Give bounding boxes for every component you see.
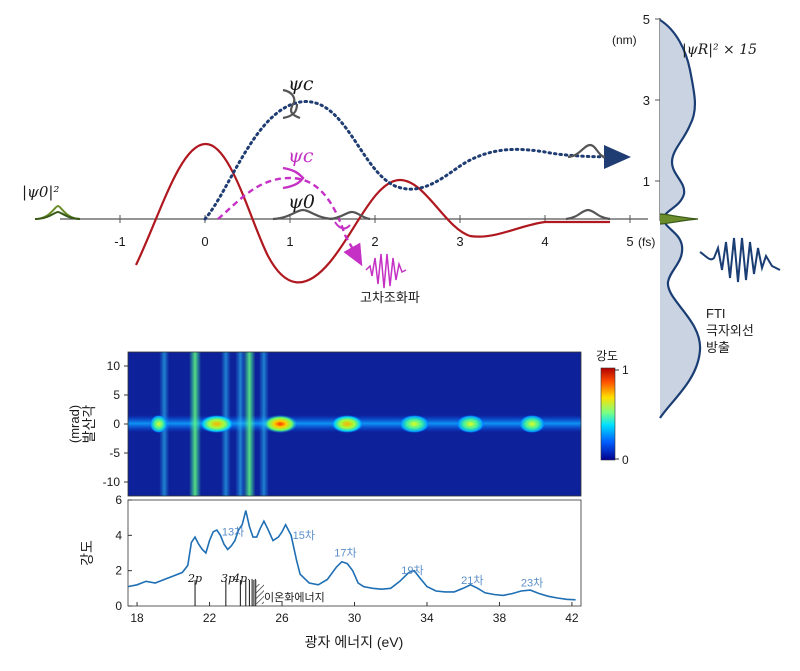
ionization-energy-label: 이온화에너지 (264, 591, 325, 604)
time-tick-label: -1 (114, 234, 126, 249)
psi0-wavepacket-2 (329, 210, 371, 221)
harmonic-label: 19차 (401, 564, 423, 577)
harmonic-spot (519, 415, 546, 433)
spectrogram-y-tick-label: 0 (113, 417, 120, 431)
x-tick-label: 22 (203, 611, 217, 625)
level-label-ellipsis: ··· (247, 574, 257, 585)
psi0-squared-label: |ψ0|² (22, 183, 59, 201)
colorbar: 강도 1 0 (596, 349, 629, 467)
harmonic-label: 13차 (222, 525, 244, 538)
chart-ticks: 18 22 26 30 34 38 42 0 2 4 6 (115, 493, 579, 625)
radial-tick-label: 5 (643, 12, 650, 27)
psi-c-label-upper: ψc (288, 73, 314, 95)
fti-label-1: FTI (706, 306, 726, 321)
fti-pulse (699, 237, 781, 283)
time-tick-label: 4 (541, 234, 548, 249)
harmonic-spot (399, 415, 430, 433)
time-tick-label: 0 (201, 234, 208, 249)
radial-unit-label: (nm) (612, 33, 637, 47)
y-tick-label: 2 (115, 564, 122, 578)
psi-r-density-curve (659, 19, 702, 419)
colorbar-title: 강도 (596, 349, 618, 363)
time-unit-label: (fs) (638, 235, 655, 249)
harmonic-spot (331, 415, 364, 433)
recombination-trajectory (217, 176, 363, 267)
hhg-label: 고차조화파 (360, 290, 420, 305)
ground-state-density-right (659, 213, 699, 225)
harmonic-label: 21차 (461, 574, 483, 587)
harmonic-label: 15차 (293, 529, 315, 542)
ionization-hatch (256, 584, 264, 604)
y-tick-label: 0 (115, 599, 122, 613)
colorbar-min-label: 0 (622, 453, 629, 467)
spectrogram-panel: 10 5 0 -5 -10 발산각 (mrad) (67, 351, 582, 497)
chart-annotations: 13차 15차 17차 19차 21차 23차 (222, 525, 543, 589)
x-tick-label: 34 (420, 611, 434, 625)
spectrogram-y-label: 발산각 (81, 405, 97, 444)
spectrogram-features (149, 352, 546, 496)
psi-c-wavepacket-lower (282, 166, 305, 190)
radial-density-panel: 5 3 1 (nm) |ψR|² × 15 (612, 12, 757, 419)
x-tick-label: 30 (348, 611, 362, 625)
harmonic-spot (263, 415, 298, 433)
chart-x-label: 광자 에너지 (eV) (305, 634, 404, 650)
level-label-3p: 3p (221, 572, 235, 585)
time-tick-label: 2 (371, 234, 378, 249)
harmonic-label: 17차 (334, 547, 356, 560)
time-tick-label: 3 (456, 234, 463, 249)
spectrogram-y-tick-label: -10 (103, 475, 121, 489)
harmonic-spot (456, 415, 485, 433)
spectrogram-y-tick-label: -5 (109, 446, 120, 460)
time-tick-label: 5 (626, 234, 633, 249)
final-wavepacket-axis (565, 208, 611, 221)
harmonic-spot (199, 415, 234, 433)
colorbar-max-label: 1 (622, 363, 629, 377)
chart-y-label: 강도 (79, 540, 95, 566)
psi-r-density-fill (660, 20, 701, 418)
radial-tick-label: 3 (643, 93, 650, 108)
y-tick-label: 4 (115, 528, 122, 542)
harmonic-spot (149, 415, 168, 433)
time-axis: -1 0 1 2 3 4 5 (fs) (60, 215, 655, 249)
y-tick-label: 6 (115, 493, 122, 507)
x-tick-label: 38 (493, 611, 507, 625)
final-wavepacket-mid (567, 143, 606, 159)
recombination-burst (334, 221, 351, 230)
fti-label-3: 방출 (706, 340, 730, 355)
fti-label-2: 극자외선 (706, 323, 754, 338)
electron-trajectory-dotted (203, 100, 631, 221)
time-tick-label: 1 (286, 234, 293, 249)
radial-tick-label: 1 (643, 174, 650, 189)
colorbar-gradient (600, 367, 616, 461)
hhg-pulse (365, 253, 407, 289)
x-tick-label: 26 (275, 611, 289, 625)
spectrogram-y-tick-label: 10 (107, 359, 121, 373)
spectrogram-y-unit: (mrad) (67, 405, 82, 443)
x-tick-label: 18 (130, 611, 144, 625)
intensity-chart: 18 22 26 30 34 38 42 0 2 4 6 13차 15차 17차 19차 21차 23차 강도… (79, 493, 582, 650)
spectrogram-y-tick-label: 5 (113, 388, 120, 402)
laser-field-curve (135, 142, 610, 284)
psi-r-label: |ψR|² × 15 (682, 42, 757, 58)
psi-c-wavepacket-upper (282, 88, 301, 120)
level-label-2p: 2p (187, 572, 202, 585)
chart-frame (127, 499, 582, 607)
intensity-line (127, 510, 576, 601)
spectrogram-vertical-band (243, 352, 256, 496)
spectrogram-faint-band (235, 352, 246, 496)
spectrogram-vertical-band (189, 352, 202, 496)
psi0-label: ψ0 (288, 191, 315, 213)
level-markers (194, 580, 257, 606)
level-label-4p: 4p (232, 572, 247, 585)
x-tick-label: 42 (565, 611, 579, 625)
psi-c-label-lower: ψc (288, 145, 314, 167)
ground-state-density (34, 204, 81, 220)
harmonic-label: 23차 (521, 577, 543, 590)
psi0-wavepacket (272, 208, 334, 221)
